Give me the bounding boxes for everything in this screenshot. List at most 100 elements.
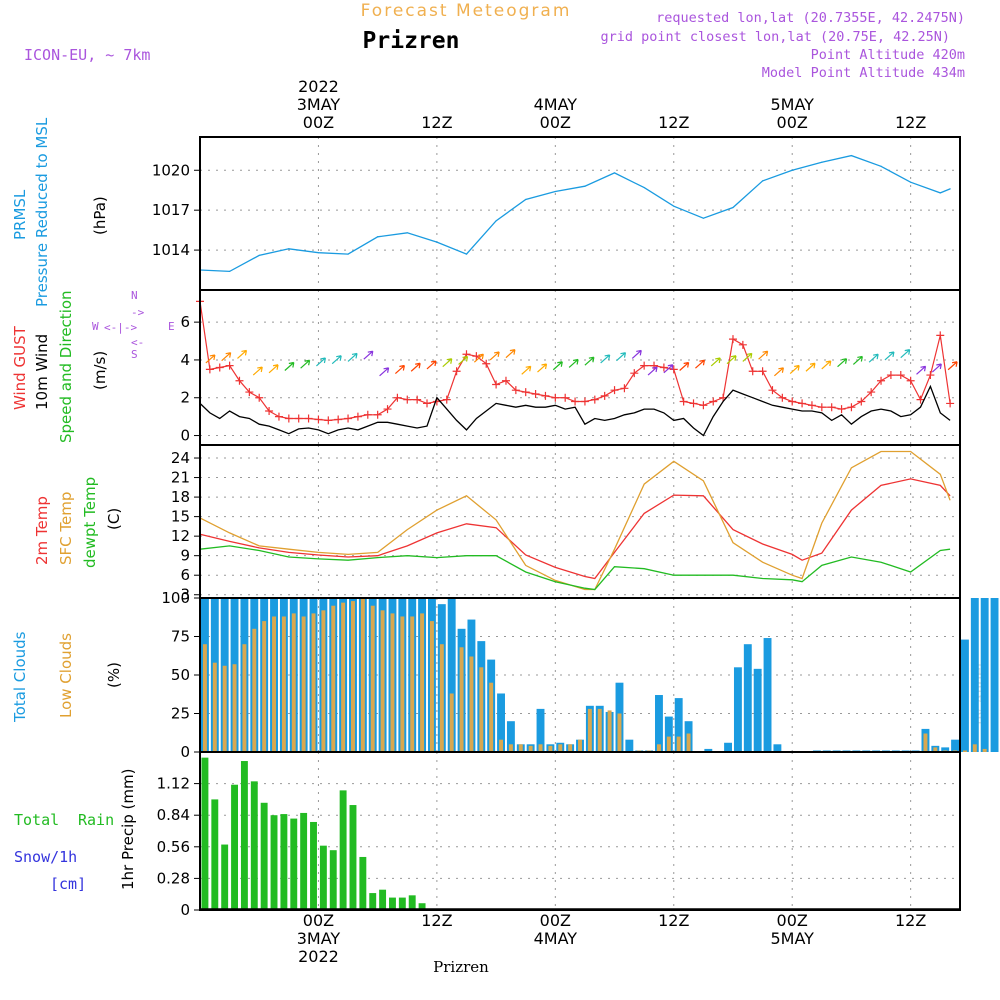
wind-direction-arrow — [347, 352, 358, 362]
bottom-tick-label-0: 00Z — [303, 911, 334, 930]
gust-marker — [511, 386, 520, 395]
gust-marker — [294, 414, 303, 423]
wind-direction-arrow — [552, 361, 563, 371]
point-altitude: Point Altitude 420m — [811, 47, 965, 63]
gust-marker — [482, 359, 491, 368]
gust-marker — [521, 388, 530, 397]
gust-marker — [807, 401, 816, 410]
top-tick-label-5: 12Z — [895, 113, 926, 132]
gust-marker — [669, 365, 678, 374]
low-cloud-bar — [232, 664, 237, 752]
low-cloud-bar — [656, 744, 661, 752]
temperature-ytick-label-4: 15 — [171, 508, 190, 526]
wind-direction-arrow — [789, 364, 800, 374]
pressure-point — [673, 205, 675, 207]
temperature-ytick-label-2: 9 — [180, 547, 190, 565]
rain-bar — [260, 802, 268, 910]
wind-direction-arrow — [473, 353, 484, 363]
low-cloud-bar — [321, 610, 326, 752]
top-tick-label-4: 00Z — [777, 113, 808, 132]
gust-marker — [373, 410, 382, 419]
low-cloud-bar — [301, 616, 306, 752]
wind-direction-arrow — [237, 349, 248, 359]
wind-panel: 0 2 4 6 — [180, 289, 961, 446]
bottom-tick-label-0: 3MAY — [297, 929, 341, 948]
pct-unit-label: (%) — [105, 662, 123, 688]
snow-label: Snow/1h — [14, 848, 77, 866]
low-cloud-bar — [202, 644, 207, 752]
pressure-point — [910, 181, 912, 183]
rain-bar — [408, 895, 416, 910]
gust-marker — [304, 414, 313, 423]
rain-bar — [369, 893, 377, 910]
total-cloud-bar — [536, 708, 545, 752]
gust-marker — [936, 331, 945, 340]
gust-marker — [640, 361, 649, 370]
clouds-panel: 0 25 50 75 100 — [161, 589, 999, 761]
wind-direction-arrow — [600, 354, 611, 364]
wind-direction-arrow — [268, 364, 279, 374]
wind-direction-arrow — [947, 361, 958, 371]
temperature-ytick-label-5: 18 — [171, 488, 190, 506]
low-cloud-bar — [449, 693, 454, 752]
clouds-ytick-label-3: 75 — [171, 628, 190, 646]
bottom-tick-label-3: 12Z — [658, 911, 689, 930]
wind-direction-arrow — [379, 367, 390, 377]
low-cloud-bar — [666, 736, 671, 752]
rain-bar — [270, 815, 278, 910]
total-cloud-bar — [941, 747, 950, 752]
hpa-unit-label: (hPa) — [91, 196, 109, 235]
total-cloud-bar — [733, 667, 742, 752]
pressure-point — [436, 241, 438, 243]
temp-labels: 2m Temp SFC Temp dewpt Temp (C) — [33, 477, 123, 568]
rain-label: Rain — [78, 811, 114, 829]
wind-direction-arrow — [837, 358, 848, 368]
low-cloud-bar — [262, 621, 267, 752]
gust-marker — [492, 380, 501, 389]
low-cloud-bar — [410, 616, 415, 752]
gust-marker — [225, 361, 234, 370]
gust-marker — [274, 412, 283, 421]
gust-marker — [857, 397, 866, 406]
compass-rose: N W <-|-> E S -> <- — [92, 289, 175, 361]
pressure-labels: PRMSL Pressure Reduced to MSL (hPa) — [11, 117, 109, 307]
low-cloud-bar — [489, 682, 494, 752]
bottom-tick-label-5: 12Z — [895, 911, 926, 930]
low-cloud-bar — [222, 665, 227, 752]
rain-bar — [310, 821, 317, 910]
rain-bar — [319, 845, 327, 910]
total-cloud-bar — [664, 716, 673, 752]
gust-marker — [886, 371, 895, 380]
wind-direction-arrow — [426, 360, 437, 370]
pressure-point — [525, 198, 527, 201]
gust-marker — [738, 340, 747, 349]
low-cloud-bar — [962, 750, 967, 752]
rain-bar — [290, 818, 298, 910]
pressure-point — [554, 190, 556, 193]
bottom-tick-label-0: 2022 — [298, 947, 339, 966]
gust-marker — [363, 410, 372, 419]
gust-marker — [728, 335, 737, 344]
wind-direction-arrow — [900, 349, 911, 359]
low-cloud-bar — [400, 616, 405, 752]
gust-marker — [778, 393, 787, 402]
total-cloud-bar — [655, 695, 663, 752]
low-cloud-bar — [390, 613, 395, 752]
wind-direction-arrow — [852, 355, 863, 365]
wind-direction-arrow — [568, 358, 579, 368]
cloud-labels: Total Clouds Low Clouds (%) — [11, 631, 123, 723]
pressure-point — [495, 220, 497, 222]
top-tick-label-2: 00Z — [540, 113, 571, 132]
low-cloud-bar — [252, 628, 257, 752]
low-cloud-bar — [281, 616, 286, 752]
wind-gust-label: Wind GUST — [11, 325, 29, 410]
pressure-msl-label: Pressure Reduced to MSL — [33, 117, 51, 307]
model-altitude: Model Point Altitude 434m — [762, 65, 965, 81]
wind-direction-arrow — [394, 364, 405, 374]
gust-marker — [748, 367, 757, 376]
low-cloud-bar — [420, 613, 425, 752]
temperature-ytick-label-0: 3 — [180, 586, 190, 604]
pressure-point — [288, 248, 290, 250]
wind-direction-arrow — [521, 365, 532, 375]
